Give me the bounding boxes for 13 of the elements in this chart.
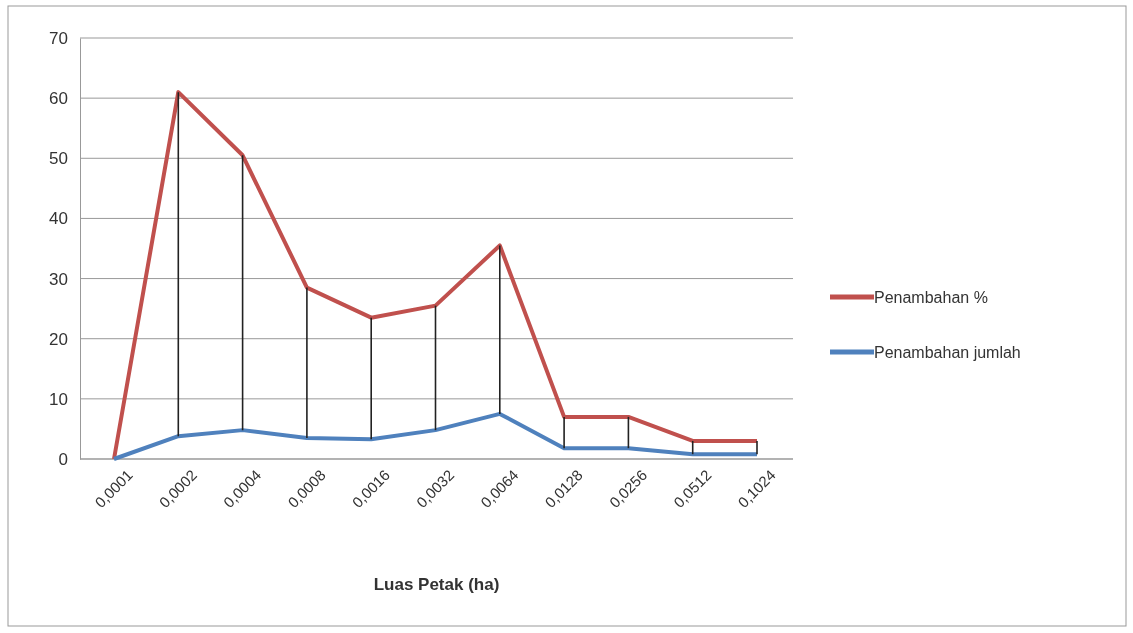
y-tick-label: 0 <box>58 449 68 469</box>
legend-label: Penambahan % <box>874 289 988 306</box>
y-tick-label: 20 <box>49 329 68 349</box>
y-tick-label: 30 <box>49 269 68 289</box>
line-series <box>112 90 759 461</box>
y-tick-label: 60 <box>49 89 68 109</box>
legend-label: Penambahan jumlah <box>874 344 1021 361</box>
y-tick-label: 50 <box>49 149 68 169</box>
y-tick-label: 10 <box>49 389 68 409</box>
y-tick-label: 40 <box>49 209 68 229</box>
y-tick-label: 70 <box>49 28 68 48</box>
line-series <box>112 411 759 461</box>
x-axis-title: Luas Petak (ha) <box>373 575 500 594</box>
